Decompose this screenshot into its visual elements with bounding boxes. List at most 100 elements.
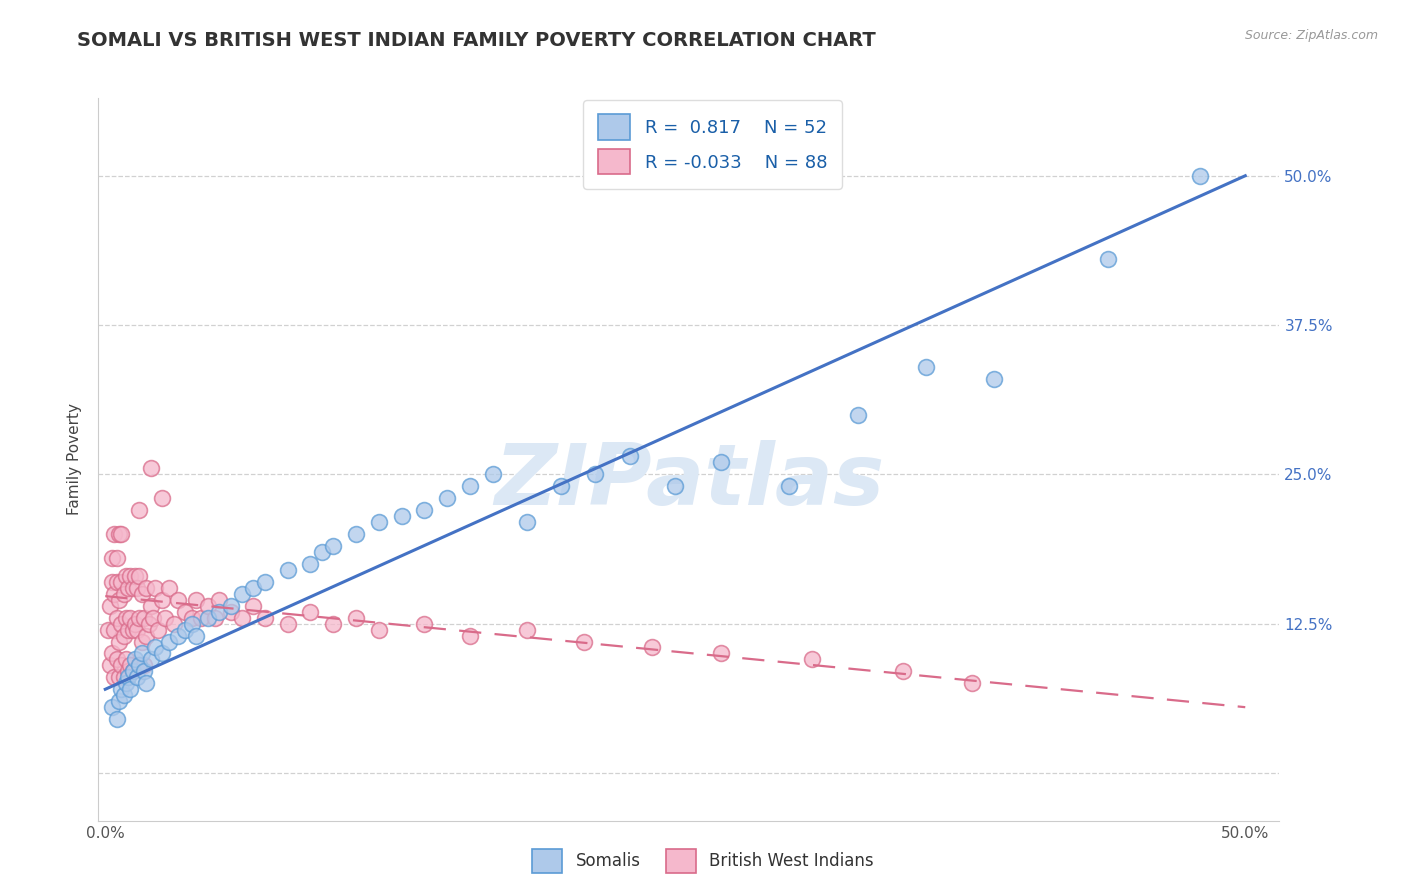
Y-axis label: Family Poverty: Family Poverty [67, 403, 83, 516]
Point [135, 581, 157, 595]
Point [253, 574, 276, 589]
Point [413, 616, 436, 631]
Point [180, 610, 202, 624]
Point [458, 479, 481, 493]
Point [367, 515, 389, 529]
Point [482, 467, 505, 482]
Point [208, 592, 231, 607]
Point [110, 682, 132, 697]
Point [124, 616, 146, 631]
Point [139, 652, 162, 666]
Point [108, 634, 131, 648]
Point [120, 658, 142, 673]
Point [110, 616, 132, 631]
Point [1097, 252, 1119, 267]
Point [128, 503, 150, 517]
Point [801, 652, 824, 666]
Point [242, 581, 264, 595]
Point [436, 491, 458, 506]
Point [132, 658, 155, 673]
Point [117, 623, 139, 637]
Point [132, 665, 155, 679]
Point [174, 623, 197, 637]
Point [128, 610, 150, 624]
Point [778, 479, 800, 493]
Point [132, 610, 155, 624]
Point [98, 658, 121, 673]
Point [180, 616, 202, 631]
Point [619, 450, 641, 464]
Point [550, 479, 572, 493]
Point [127, 581, 149, 595]
Point [846, 408, 869, 422]
Point [110, 658, 132, 673]
Point [197, 610, 219, 624]
Point [413, 503, 436, 517]
Point [114, 652, 136, 666]
Point [108, 527, 131, 541]
Point [150, 647, 173, 661]
Point [219, 599, 242, 613]
Point [391, 509, 413, 524]
Point [516, 515, 538, 529]
Point [121, 665, 143, 679]
Point [146, 623, 169, 637]
Point [139, 461, 162, 475]
Point [101, 700, 124, 714]
Point [960, 676, 983, 690]
Point [121, 623, 143, 637]
Point [150, 592, 173, 607]
Point [112, 688, 135, 702]
Point [124, 652, 146, 666]
Point [110, 574, 132, 589]
Point [131, 647, 153, 661]
Point [915, 359, 938, 374]
Point [186, 628, 208, 642]
Point [121, 581, 143, 595]
Point [231, 587, 253, 601]
Point [112, 670, 135, 684]
Point [108, 670, 131, 684]
Point [96, 623, 118, 637]
Point [231, 610, 253, 624]
Point [641, 640, 664, 655]
Point [299, 557, 322, 571]
Point [108, 694, 131, 708]
Point [299, 605, 322, 619]
Point [664, 479, 686, 493]
Point [103, 587, 125, 601]
Point [128, 658, 150, 673]
Text: Source: ZipAtlas.com: Source: ZipAtlas.com [1244, 29, 1378, 42]
Point [131, 587, 153, 601]
Point [585, 467, 607, 482]
Point [105, 550, 128, 565]
Point [186, 592, 208, 607]
Point [190, 610, 212, 624]
Point [157, 634, 180, 648]
Text: ZIPatlas: ZIPatlas [494, 440, 884, 523]
Point [101, 574, 124, 589]
Point [891, 665, 914, 679]
Point [117, 665, 139, 679]
Point [311, 545, 333, 559]
Point [322, 616, 344, 631]
Point [344, 610, 367, 624]
Legend: Somalis, British West Indians: Somalis, British West Indians [526, 842, 880, 880]
Point [150, 491, 173, 506]
Point [277, 616, 299, 631]
Point [127, 670, 149, 684]
Point [120, 569, 142, 583]
Text: SOMALI VS BRITISH WEST INDIAN FAMILY POVERTY CORRELATION CHART: SOMALI VS BRITISH WEST INDIAN FAMILY POV… [77, 31, 876, 50]
Point [105, 574, 128, 589]
Point [174, 605, 197, 619]
Point [105, 652, 128, 666]
Point [135, 628, 157, 642]
Point [167, 592, 190, 607]
Point [710, 647, 733, 661]
Point [128, 569, 150, 583]
Point [242, 599, 264, 613]
Point [145, 581, 167, 595]
Point [98, 599, 121, 613]
Point [114, 676, 136, 690]
Point [135, 676, 157, 690]
